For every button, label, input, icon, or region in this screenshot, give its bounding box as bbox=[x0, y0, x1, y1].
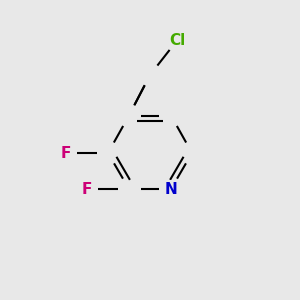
Text: Cl: Cl bbox=[169, 33, 185, 48]
Text: N: N bbox=[165, 182, 177, 196]
Text: F: F bbox=[61, 146, 71, 160]
Text: F: F bbox=[82, 182, 92, 196]
